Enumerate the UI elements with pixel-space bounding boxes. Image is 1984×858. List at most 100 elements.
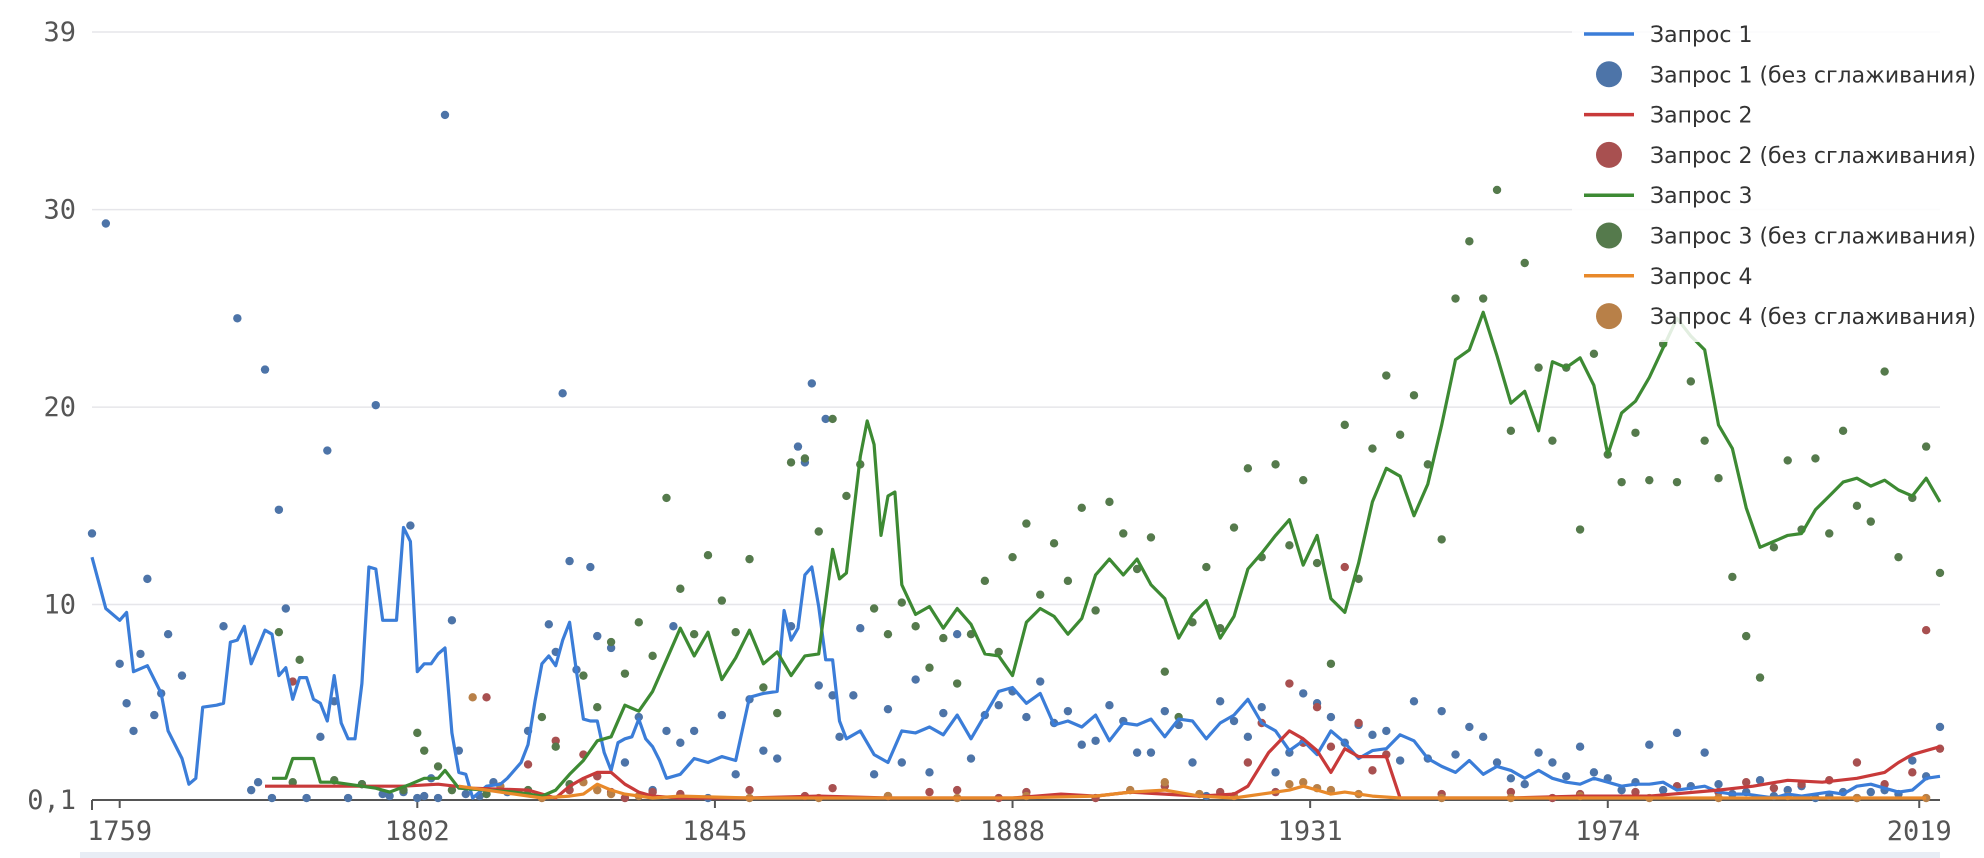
scatter-point[interactable] (939, 633, 948, 643)
scatter-point[interactable] (1700, 748, 1709, 757)
scatter-point[interactable] (1478, 732, 1488, 742)
scatter-point[interactable] (1451, 294, 1460, 303)
scatter-point[interactable] (1478, 294, 1488, 303)
scatter-point[interactable] (745, 554, 754, 564)
scatter-point[interactable] (676, 584, 685, 593)
scatter-point[interactable] (745, 785, 754, 795)
scatter-point[interactable] (420, 791, 429, 801)
scatter-point[interactable] (883, 629, 893, 639)
scatter-point[interactable] (939, 708, 948, 718)
scatter-point[interactable] (1700, 436, 1709, 445)
scatter-point[interactable] (1368, 444, 1377, 453)
scatter-point[interactable] (1312, 703, 1322, 712)
scatter-point[interactable] (544, 620, 554, 629)
scatter-point[interactable] (219, 622, 228, 631)
scatter-point[interactable] (551, 736, 560, 745)
scatter-point[interactable] (1908, 768, 1917, 777)
legend-item[interactable]: Запрос 3 (1584, 184, 1752, 209)
series-line[interactable] (265, 729, 1941, 800)
scatter-point[interactable] (1354, 574, 1363, 584)
scatter-point[interactable] (1243, 464, 1253, 473)
legend-item[interactable]: Запрос 1 (1584, 23, 1752, 48)
scatter-point[interactable] (1811, 454, 1820, 463)
scatter-point[interactable] (828, 414, 837, 424)
legend-item[interactable]: Запрос 2 (1584, 104, 1752, 129)
series-line[interactable] (90, 525, 1941, 800)
scatter-point[interactable] (593, 785, 602, 795)
scatter-point[interactable] (122, 699, 131, 708)
scatter-point[interactable] (689, 629, 699, 639)
scatter-point[interactable] (731, 770, 740, 779)
series-line[interactable] (458, 782, 1927, 800)
scatter-point[interactable] (1146, 533, 1156, 542)
scatter-point[interactable] (1935, 568, 1945, 578)
scatter-point[interactable] (1562, 772, 1571, 781)
scatter-point[interactable] (1326, 659, 1336, 668)
scatter-point[interactable] (759, 746, 768, 755)
scatter-point[interactable] (952, 629, 962, 639)
scatter-point[interactable] (1299, 778, 1308, 787)
scatter-point[interactable] (634, 618, 643, 627)
scatter-point[interactable] (385, 791, 394, 801)
scatter-point[interactable] (323, 446, 332, 455)
scatter-point[interactable] (1340, 562, 1349, 572)
scatter-point[interactable] (433, 762, 443, 771)
scatter-point[interactable] (233, 314, 242, 323)
scatter-point[interactable] (759, 683, 768, 692)
scatter-point[interactable] (1160, 706, 1170, 716)
scatter-point[interactable] (150, 710, 159, 720)
scatter-point[interactable] (1755, 776, 1765, 785)
scatter-point[interactable] (676, 738, 685, 747)
scatter-point[interactable] (1921, 626, 1931, 635)
scatter-point[interactable] (537, 712, 547, 722)
scatter-point[interactable] (662, 493, 671, 503)
scatter-point[interactable] (343, 793, 353, 803)
scatter-point[interactable] (586, 562, 595, 572)
scatter-point[interactable] (447, 616, 457, 625)
scatter-point[interactable] (1672, 477, 1682, 487)
scatter-point[interactable] (1229, 716, 1239, 726)
scatter-point[interactable] (267, 793, 277, 803)
scatter-point[interactable] (1229, 523, 1239, 532)
scatter-point[interactable] (1132, 564, 1142, 574)
scatter-point[interactable] (1354, 718, 1363, 728)
scatter-point[interactable] (897, 598, 906, 607)
scatter-point[interactable] (1049, 539, 1059, 548)
scatter-point[interactable] (1838, 426, 1848, 436)
scatter-point[interactable] (1672, 728, 1682, 738)
scatter-point[interactable] (1783, 456, 1792, 465)
scatter-point[interactable] (994, 701, 1003, 710)
scatter-point[interactable] (1769, 543, 1779, 552)
scatter-point[interactable] (1105, 497, 1114, 507)
scatter-point[interactable] (1285, 780, 1294, 789)
scatter-point[interactable] (177, 671, 187, 680)
scatter-point[interactable] (1520, 258, 1529, 268)
scatter-point[interactable] (1783, 785, 1792, 795)
scatter-point[interactable] (1769, 783, 1779, 793)
scatter-point[interactable] (1534, 748, 1543, 757)
scatter-point[interactable] (1506, 787, 1516, 797)
scatter-point[interactable] (669, 622, 678, 631)
scatter-point[interactable] (1645, 740, 1654, 749)
scatter-point[interactable] (897, 758, 906, 767)
scatter-point[interactable] (620, 758, 630, 767)
scatter-point[interactable] (703, 550, 713, 560)
scatter-point[interactable] (1520, 780, 1529, 789)
scatter-point[interactable] (447, 785, 457, 795)
scatter-point[interactable] (143, 574, 152, 584)
scatter-point[interactable] (786, 458, 796, 467)
scatter-point[interactable] (606, 637, 616, 647)
scatter-point[interactable] (523, 760, 533, 769)
scatter-point[interactable] (1368, 730, 1377, 740)
scatter-point[interactable] (606, 643, 616, 653)
scatter-point[interactable] (842, 491, 851, 501)
scatter-point[interactable] (1742, 778, 1751, 787)
scatter-point[interactable] (925, 787, 934, 797)
legend-item[interactable]: Запрос 4 (1584, 265, 1752, 290)
scatter-point[interactable] (1243, 732, 1253, 742)
scatter-point[interactable] (1658, 785, 1668, 795)
scatter-point[interactable] (717, 710, 727, 720)
scatter-point[interactable] (1825, 529, 1834, 538)
scatter-point[interactable] (849, 691, 858, 700)
scatter-point[interactable] (461, 789, 470, 799)
